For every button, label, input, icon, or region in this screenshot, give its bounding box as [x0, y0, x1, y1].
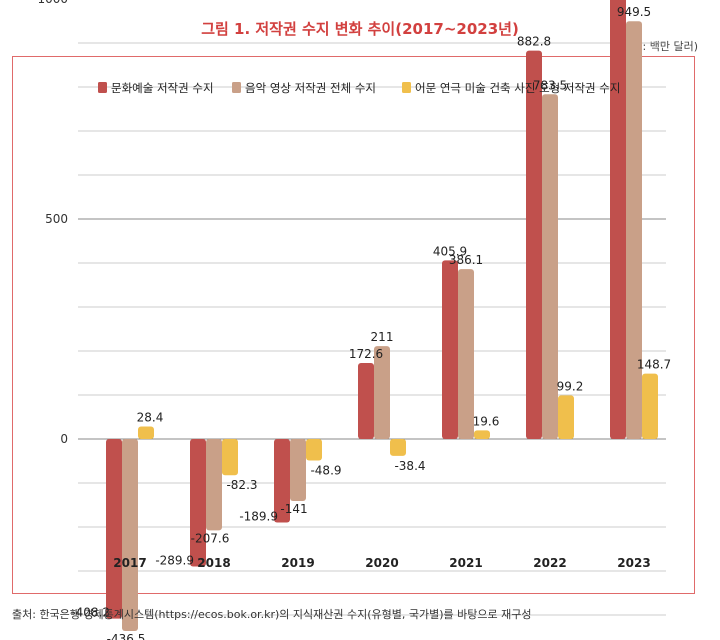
x-tick-label: 2018 — [197, 556, 230, 570]
x-tick-label: 2022 — [533, 556, 566, 570]
bar-2023-series-3 — [642, 373, 658, 439]
bar-2022-series-2 — [542, 94, 558, 439]
bar-2018-series-1 — [190, 439, 206, 567]
data-label: -408.2 — [71, 606, 110, 620]
data-label: 783.5 — [533, 78, 567, 92]
y-tick-label: 500 — [45, 212, 68, 226]
bar-2018-series-2 — [206, 439, 222, 531]
data-label: -436.5 — [107, 632, 146, 640]
data-labels: -408.2-436.528.4-289.9-207.6-82.3-189.9-… — [71, 5, 671, 640]
bar-2021-series-3 — [474, 430, 490, 439]
data-label: -189.9 — [239, 510, 278, 524]
source-note: 출처: 한국은행 경제통계시스템(https://ecos.bok.or.kr)… — [12, 608, 532, 621]
bar-2021-series-1 — [442, 260, 458, 439]
data-label: -207.6 — [191, 531, 230, 545]
data-label: 405.9 — [433, 244, 467, 258]
x-tick-label: 2017 — [113, 556, 146, 570]
bar-2017-series-3 — [138, 426, 154, 439]
y-tick-label: 1000 — [37, 0, 68, 6]
bars — [106, 0, 658, 632]
data-label: 28.4 — [137, 411, 164, 425]
chart-title: 그림 1. 저작권 수지 변화 추이(2017~2023년) — [201, 20, 519, 38]
x-tick-label: 2020 — [365, 556, 398, 570]
bar-2022-series-1 — [526, 50, 542, 440]
bar-2017-series-1 — [106, 439, 122, 619]
bar-2018-series-3 — [222, 439, 238, 476]
data-label: 99.2 — [557, 379, 584, 393]
legend-swatch — [98, 82, 107, 93]
bar-2019-series-1 — [274, 439, 290, 523]
bar-2017-series-2 — [122, 439, 138, 632]
data-label: 211 — [371, 330, 394, 344]
bar-2023-series-2 — [626, 21, 642, 439]
gridlines — [78, 42, 666, 616]
data-label: -289.9 — [155, 554, 194, 568]
bar-2019-series-2 — [290, 439, 306, 502]
bar-2022-series-3 — [558, 395, 574, 439]
legend-swatch — [402, 82, 411, 93]
data-label: 882.8 — [517, 35, 551, 49]
bar-2020-series-3 — [390, 439, 406, 456]
data-label: -82.3 — [226, 478, 257, 492]
legend-swatch — [232, 82, 241, 93]
data-label: 949.5 — [617, 5, 651, 19]
data-label: -141 — [280, 502, 307, 516]
x-axis-ticks: 2017 2018 2019 2020 2021 2022 2023 — [113, 556, 650, 570]
y-axis-ticks: -500050010001500 — [37, 0, 68, 446]
data-label: -38.4 — [394, 459, 425, 473]
data-label: -48.9 — [310, 464, 341, 478]
y-tick-label: 0 — [60, 432, 68, 446]
legend-label: 문화예술 저작권 수지 — [111, 81, 214, 95]
x-tick-label: 2021 — [449, 556, 482, 570]
data-label: 19.6 — [473, 414, 500, 428]
chart-frame — [12, 56, 695, 594]
legend-label: 어문 연극 미술 건축 사진 도형 저작권 수지 — [415, 81, 620, 95]
bar-2021-series-2 — [458, 269, 474, 439]
bar-2020-series-2 — [374, 346, 390, 439]
bar-2019-series-3 — [306, 439, 322, 461]
data-label: 386.1 — [449, 253, 483, 267]
bar-2023-series-1 — [610, 0, 626, 439]
bar-2020-series-1 — [358, 363, 374, 439]
legend: 문화예술 저작권 수지 음악 영상 저작권 전체 수지 어문 연극 미술 건축 사진… — [98, 81, 620, 95]
data-label: 172.6 — [349, 347, 383, 361]
legend-label: 음악 영상 저작권 전체 수지 — [245, 81, 376, 95]
data-label: 148.7 — [637, 358, 671, 372]
x-tick-label: 2019 — [281, 556, 314, 570]
x-tick-label: 2023 — [617, 556, 650, 570]
